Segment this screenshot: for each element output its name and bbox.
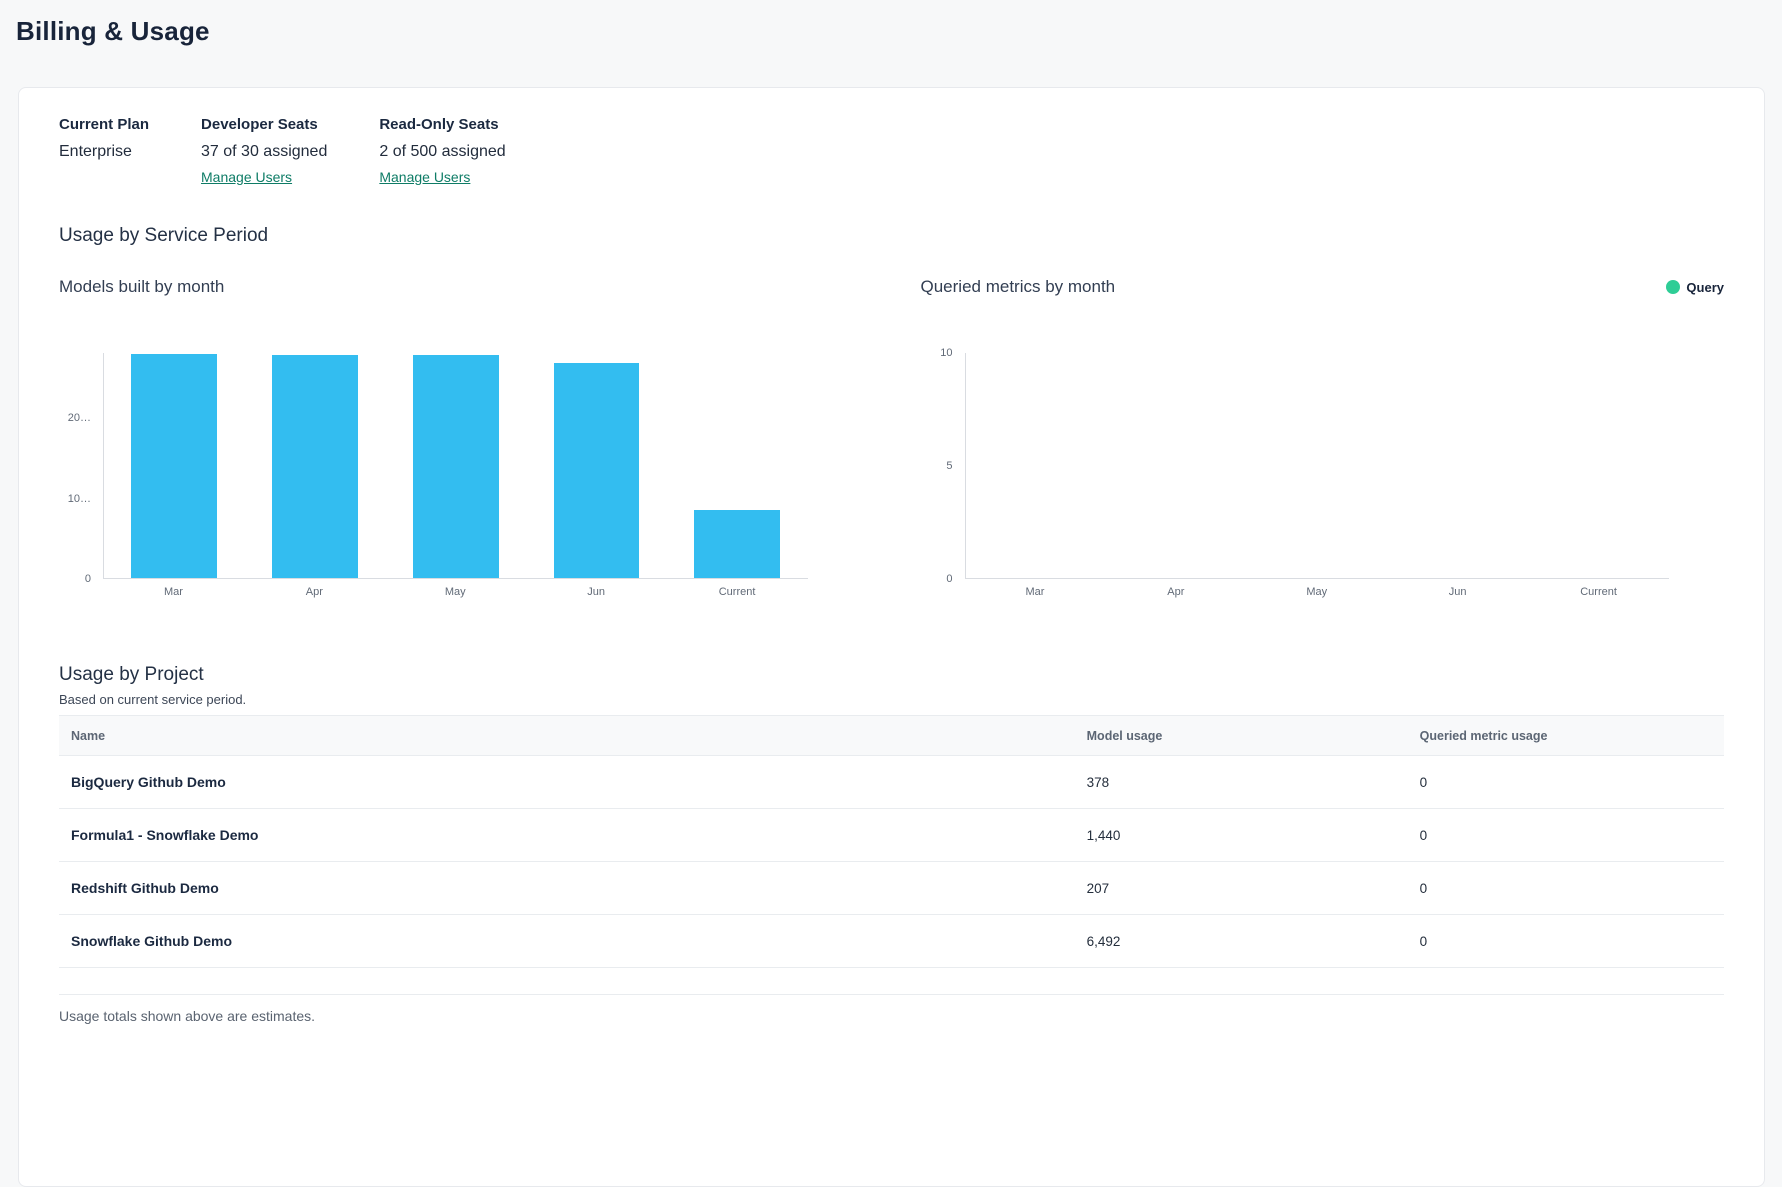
billing-usage-card: Current Plan Enterprise Developer Seats …: [18, 87, 1765, 1187]
queried-metrics-chart-header: Queried metrics by month Query: [921, 275, 1725, 299]
usage-by-project-table: Name Model usage Queried metric usage Bi…: [59, 715, 1724, 995]
bar-slot: [667, 353, 808, 578]
developer-seats-label: Developer Seats: [201, 116, 318, 133]
x-axis-tick-label: Mar: [163, 586, 183, 598]
y-axis: 0 10… 20…: [59, 353, 103, 585]
queried-metrics-chart-title: Queried metrics by month: [920, 277, 1116, 296]
table-row: Snowflake Github Demo 6,492 0: [59, 915, 1724, 968]
bar-slot: [104, 353, 245, 578]
models-built-chart-header: Models built by month: [59, 275, 863, 299]
queried-metric-usage-cell: 0: [1419, 933, 1428, 949]
x-axis-tick-label: May: [444, 586, 466, 598]
x-axis-tick-label: Current: [1580, 586, 1617, 598]
usage-table-body: BigQuery Github Demo 378 0 Formula1 - Snowf…: [59, 756, 1724, 968]
column-header-model-usage: Model usage: [1086, 728, 1163, 743]
x-axis-tick-label: Mar: [1025, 586, 1045, 598]
developer-seats-value: 37 of 30 assigned: [201, 143, 328, 160]
bar-slot: [966, 353, 1107, 578]
models-built-chart-body: 0 10… 20… Mar Apr May Jun Current: [59, 353, 863, 598]
x-axis: Mar Apr May Jun Current: [965, 586, 1670, 598]
bar-jun: [553, 363, 640, 578]
bar-slot: [526, 353, 667, 578]
queried-metrics-chart: Queried metrics by month Query 0 5 10 Mar A…: [921, 275, 1725, 598]
project-name-cell: BigQuery Github Demo: [71, 774, 226, 790]
table-row: BigQuery Github Demo 378 0: [59, 756, 1724, 809]
current-plan-label: Current Plan: [59, 116, 150, 133]
model-usage-cell: 6,492: [1086, 933, 1121, 949]
y-axis: 0 5 10: [921, 347, 965, 585]
readonly-seats-value: 2 of 500 assigned: [379, 143, 506, 160]
query-legend-dot-icon: [1666, 280, 1681, 294]
plan-summary: Current Plan Enterprise Developer Seats …: [59, 116, 1724, 187]
plot-area: [964, 353, 1669, 579]
project-name-cell: Snowflake Github Demo: [71, 933, 233, 949]
bar-slot: [1528, 353, 1669, 578]
x-axis-tick-label: Jun: [1448, 586, 1467, 598]
current-plan-value: Enterprise: [59, 143, 132, 160]
readonly-seats-label: Read-Only Seats: [379, 116, 499, 133]
manage-users-link-readonly[interactable]: Manage Users: [379, 169, 471, 185]
usage-by-project-subtitle: Based on current service period.: [59, 692, 247, 707]
x-axis-tick-label: Apr: [305, 586, 323, 598]
page-title: Billing & Usage: [16, 16, 210, 46]
queried-metrics-chart-body: 0 5 10 Mar Apr May Jun Current: [921, 347, 1725, 598]
usage-by-service-period-title: Usage by Service Period: [59, 225, 269, 246]
x-axis-tick-label: Jun: [587, 586, 606, 598]
bar-slot: [1247, 353, 1388, 578]
queried-metric-usage-cell: 0: [1419, 880, 1428, 896]
queried-metric-usage-cell: 0: [1419, 827, 1428, 843]
project-name-cell: Formula1 - Snowflake Demo: [71, 827, 259, 843]
x-axis: Mar Apr May Jun Current: [103, 586, 808, 598]
bar-apr: [272, 354, 358, 578]
table-row: Redshift Github Demo 207 0: [59, 862, 1724, 915]
page-header: Billing & Usage: [0, 0, 1782, 59]
queried-metric-usage-cell: 0: [1419, 774, 1428, 790]
column-header-queried-metric-usage: Queried metric usage: [1419, 728, 1548, 743]
current-plan-block: Current Plan Enterprise: [59, 116, 149, 187]
x-axis-tick-label: Apr: [1167, 586, 1185, 598]
bar-current: [694, 509, 781, 578]
plot-area: [103, 353, 808, 579]
x-axis-tick-label: Current: [718, 586, 756, 598]
table-header-row: Name Model usage Queried metric usage: [59, 716, 1724, 756]
model-usage-cell: 207: [1086, 880, 1110, 896]
readonly-seats-block: Read-Only Seats 2 of 500 assigned Manage…: [379, 116, 505, 187]
charts-row: Models built by month 0 10… 20… Mar Apr May J…: [59, 275, 1724, 598]
usage-by-project-title: Usage by Project: [59, 664, 204, 685]
bar-mar: [131, 354, 218, 578]
y-axis-tick-label: 10: [940, 347, 953, 359]
plot-area-wrap: Mar Apr May Jun Current: [964, 353, 1670, 598]
column-header-name: Name: [71, 728, 106, 743]
bar-slot: [1388, 353, 1529, 578]
model-usage-cell: 378: [1086, 774, 1110, 790]
y-axis-tick-label: 10…: [67, 492, 91, 505]
usage-estimates-footnote: Usage totals shown above are estimates.: [59, 1008, 316, 1024]
table-row: Formula1 - Snowflake Demo 1,440 0: [59, 809, 1724, 862]
models-built-chart: Models built by month 0 10… 20… Mar Apr May J…: [59, 275, 863, 598]
y-axis-tick-label: 20…: [67, 412, 91, 425]
query-legend-label: Query: [1686, 279, 1724, 295]
developer-seats-block: Developer Seats 37 of 30 assigned Manage…: [201, 116, 327, 187]
y-axis-tick-label: 5: [946, 460, 953, 472]
table-bottom-spacer: [59, 968, 1724, 995]
bar-slot: [245, 353, 386, 578]
project-name-cell: Redshift Github Demo: [71, 880, 219, 896]
x-axis-tick-label: May: [1306, 586, 1328, 598]
chart-legend: Query: [1666, 280, 1724, 295]
plot-area-wrap: Mar Apr May Jun Current: [103, 353, 808, 598]
model-usage-cell: 1,440: [1086, 827, 1121, 843]
manage-users-link-developer[interactable]: Manage Users: [201, 169, 293, 185]
y-axis-tick-label: 0: [946, 573, 953, 585]
bar-slot: [1106, 353, 1247, 578]
y-axis-tick-label: 0: [84, 573, 91, 585]
bar-slot: [385, 353, 526, 578]
bar-may: [412, 355, 499, 578]
models-built-chart-title: Models built by month: [59, 277, 225, 296]
